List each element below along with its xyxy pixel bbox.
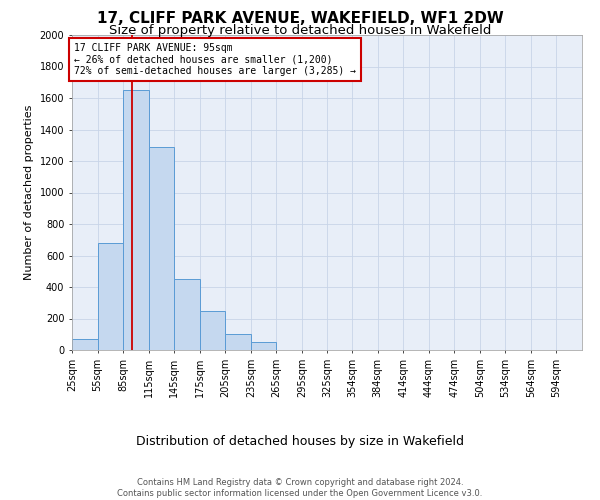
Bar [98,243,123,350]
Bar [225,334,251,350]
Bar [123,90,149,350]
Bar [149,147,174,350]
Bar [200,310,225,350]
Text: Distribution of detached houses by size in Wakefield: Distribution of detached houses by size … [136,434,464,448]
Text: 17, CLIFF PARK AVENUE, WAKEFIELD, WF1 2DW: 17, CLIFF PARK AVENUE, WAKEFIELD, WF1 2D… [97,11,503,26]
Bar [251,342,277,350]
Text: Contains HM Land Registry data © Crown copyright and database right 2024.
Contai: Contains HM Land Registry data © Crown c… [118,478,482,498]
Bar [174,279,200,350]
Text: 17 CLIFF PARK AVENUE: 95sqm
← 26% of detached houses are smaller (1,200)
72% of : 17 CLIFF PARK AVENUE: 95sqm ← 26% of det… [74,43,356,76]
Bar [72,339,98,350]
Y-axis label: Number of detached properties: Number of detached properties [24,105,34,280]
Text: Size of property relative to detached houses in Wakefield: Size of property relative to detached ho… [109,24,491,37]
